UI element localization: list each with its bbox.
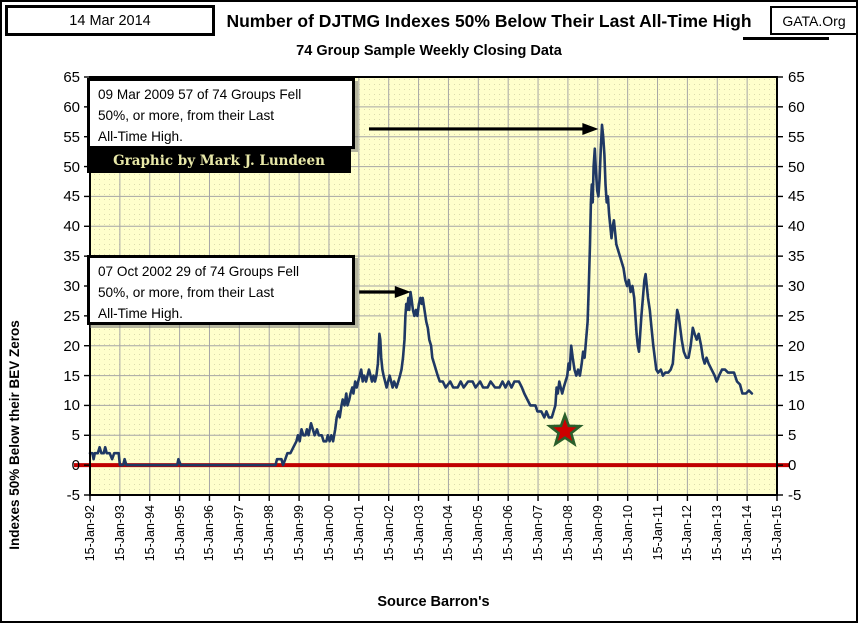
annotation-2009: 09 Mar 2009 57 of 74 Groups Fell 50%, or… — [87, 78, 355, 149]
arrow-head-1 — [582, 122, 599, 135]
gata-box-shadow — [743, 37, 829, 40]
credit-text: Graphic by Mark J. Lundeen — [113, 153, 325, 169]
annotation-2002: 07 Oct 2002 29 of 74 Groups Fell 50%, or… — [87, 255, 355, 325]
y-axis-title: Indexes 50% Below their BEV Zeros — [7, 320, 22, 550]
star-marker — [546, 411, 584, 448]
date-text: 14 Mar 2014 — [69, 12, 151, 29]
gata-box: GATA.Org — [770, 6, 856, 35]
data-series-line — [88, 123, 754, 467]
gata-text: GATA.Org — [782, 12, 846, 29]
credit-box: Graphic by Mark J. Lundeen — [87, 149, 351, 173]
page-subtitle: 74 Group Sample Weekly Closing Data — [296, 43, 562, 59]
page-title: Number of DJTMG Indexes 50% Below Their … — [226, 11, 752, 31]
x-axis-source-label: Source Barron's — [377, 594, 490, 610]
date-box: 14 Mar 2014 — [5, 5, 215, 36]
arrow-head-2 — [394, 285, 411, 298]
